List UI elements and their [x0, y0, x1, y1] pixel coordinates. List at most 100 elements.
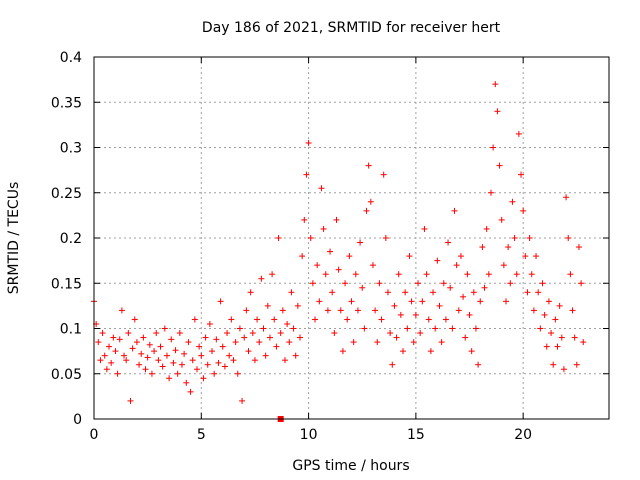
data-point — [354, 307, 361, 314]
data-point — [464, 271, 471, 278]
data-point — [554, 343, 561, 350]
data-point — [275, 235, 282, 241]
data-point — [226, 352, 233, 359]
data-point — [121, 352, 128, 359]
data-point — [571, 334, 578, 341]
data-point — [254, 316, 261, 323]
data-point — [404, 325, 411, 332]
data-point — [548, 330, 555, 337]
data-point — [427, 348, 434, 355]
data-point — [515, 130, 522, 137]
data-point — [136, 361, 143, 368]
data-point — [103, 366, 110, 373]
data-point — [286, 339, 293, 346]
data-point — [367, 198, 374, 205]
data-point — [522, 253, 529, 260]
data-point — [331, 330, 338, 337]
data-point — [256, 339, 263, 346]
data-point — [309, 280, 316, 287]
data-point — [329, 289, 336, 296]
data-point — [535, 289, 542, 296]
data-point — [505, 244, 512, 251]
data-point — [129, 345, 136, 352]
data-point — [99, 330, 106, 337]
data-point — [520, 207, 527, 214]
data-point — [290, 325, 297, 332]
data-point — [438, 339, 445, 346]
data-point — [348, 298, 355, 305]
y-tick-label: 0.2 — [60, 231, 82, 247]
data-point — [148, 370, 155, 377]
data-point — [425, 316, 432, 323]
data-point — [204, 361, 211, 368]
data-point — [196, 343, 203, 350]
data-point — [524, 289, 531, 296]
data-point — [513, 271, 520, 278]
data-point — [288, 289, 295, 296]
data-point — [264, 302, 271, 309]
data-point — [344, 316, 351, 323]
data-point — [498, 216, 505, 223]
x-axis-ticks: 0 5 10 15 20 — [90, 57, 532, 443]
data-point — [395, 271, 402, 278]
data-point — [258, 275, 265, 282]
data-point — [376, 280, 383, 287]
data-point — [552, 316, 559, 323]
data-point — [342, 280, 349, 287]
data-point — [397, 311, 404, 318]
data-point — [239, 397, 246, 404]
data-point — [174, 370, 181, 377]
data-point — [168, 336, 175, 343]
data-point — [269, 271, 276, 278]
data-point — [365, 162, 372, 169]
data-point — [245, 348, 252, 355]
data-point — [279, 307, 286, 314]
data-point — [316, 298, 323, 305]
data-point — [339, 348, 346, 355]
data-point — [483, 225, 490, 232]
data-point — [378, 316, 385, 323]
data-point — [133, 339, 140, 346]
data-point — [303, 171, 310, 178]
x-tick-label: 10 — [300, 427, 318, 443]
data-point — [305, 139, 312, 146]
data-point — [451, 207, 458, 214]
y-axis-label: SRMTID / TECUs — [6, 182, 22, 295]
data-point — [297, 334, 303, 341]
data-point — [118, 307, 125, 314]
data-point — [569, 307, 576, 314]
data-point — [301, 216, 308, 223]
data-point — [466, 311, 473, 318]
data-point — [138, 350, 145, 357]
data-point — [477, 298, 484, 305]
data-point — [146, 341, 153, 348]
data-point — [230, 357, 237, 364]
data-point — [320, 225, 327, 232]
data-point — [312, 316, 319, 323]
data-point — [189, 357, 196, 364]
data-point — [299, 253, 306, 260]
data-point — [565, 235, 572, 241]
data-point — [163, 352, 170, 359]
data-point — [159, 363, 166, 370]
data-point — [472, 325, 479, 332]
data-point — [292, 352, 299, 359]
data-point — [352, 271, 359, 278]
data-point — [578, 280, 585, 287]
data-point — [430, 289, 437, 296]
data-point — [166, 375, 173, 382]
data-point — [324, 307, 331, 314]
data-point — [580, 339, 587, 346]
data-point — [359, 284, 366, 291]
data-point — [503, 298, 509, 305]
data-point — [487, 189, 494, 196]
data-point — [346, 253, 353, 260]
data-point — [125, 330, 132, 337]
data-point — [314, 262, 321, 269]
data-point — [419, 298, 426, 305]
data-point — [494, 108, 501, 115]
data-point — [372, 307, 379, 314]
data-point — [260, 325, 267, 332]
